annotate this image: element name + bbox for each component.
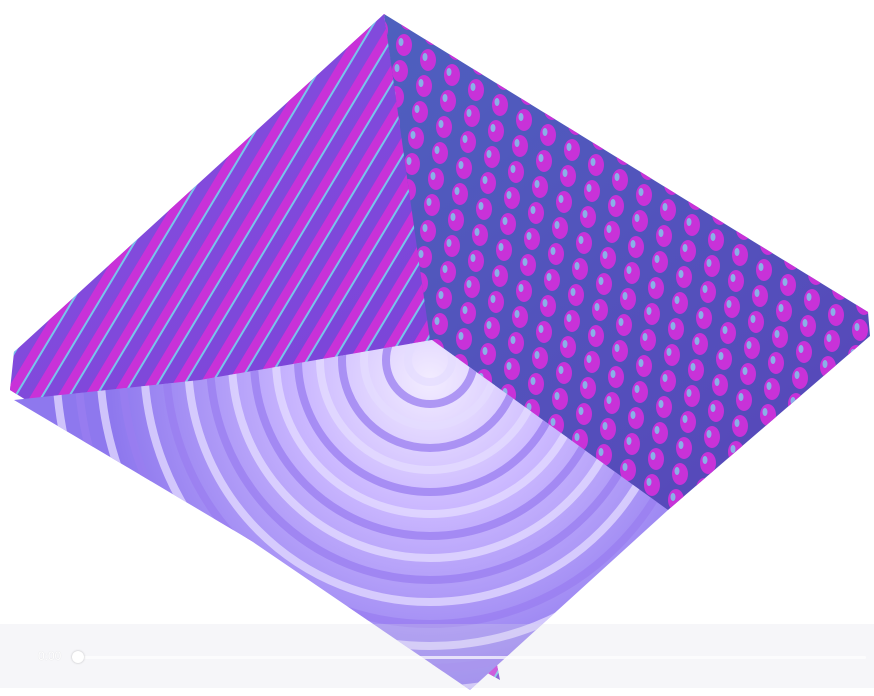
playback-controls: 0:00 [0, 624, 874, 688]
seek-thumb[interactable] [72, 651, 84, 663]
seek-bar[interactable] [78, 656, 866, 659]
current-time: 0:00 [38, 649, 62, 663]
